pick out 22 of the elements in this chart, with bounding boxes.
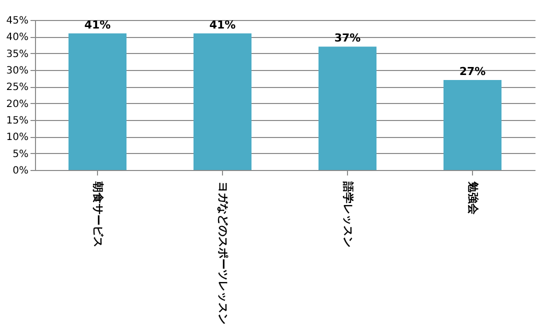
y-tick-label: 10% <box>6 132 28 144</box>
data-label: 27% <box>459 65 486 78</box>
bar <box>194 33 252 170</box>
x-tick-label: 語学レッスン <box>342 180 354 248</box>
bar <box>444 80 502 170</box>
y-tick-label: 25% <box>6 82 28 94</box>
y-tick-label: 30% <box>6 66 28 76</box>
x-tick-label: 勉強会 <box>466 180 480 216</box>
data-label: 37% <box>334 32 361 45</box>
data-label: 41% <box>209 18 236 32</box>
bar <box>318 46 376 170</box>
data-label: 41% <box>84 18 111 32</box>
y-tick-label: 20% <box>6 98 28 110</box>
y-tick-label: 40% <box>6 32 28 44</box>
y-tick-label: 35% <box>6 48 28 60</box>
x-tick-label: 朝食サービス <box>92 180 104 248</box>
bar <box>68 33 126 170</box>
x-tick-label: ヨガなどのスポーツレッスン <box>216 182 230 324</box>
y-tick-label: 5% <box>12 148 28 160</box>
y-tick-label: 15% <box>6 116 28 126</box>
y-tick-label: 0% <box>12 166 28 176</box>
y-tick-label: 45% <box>6 16 28 26</box>
